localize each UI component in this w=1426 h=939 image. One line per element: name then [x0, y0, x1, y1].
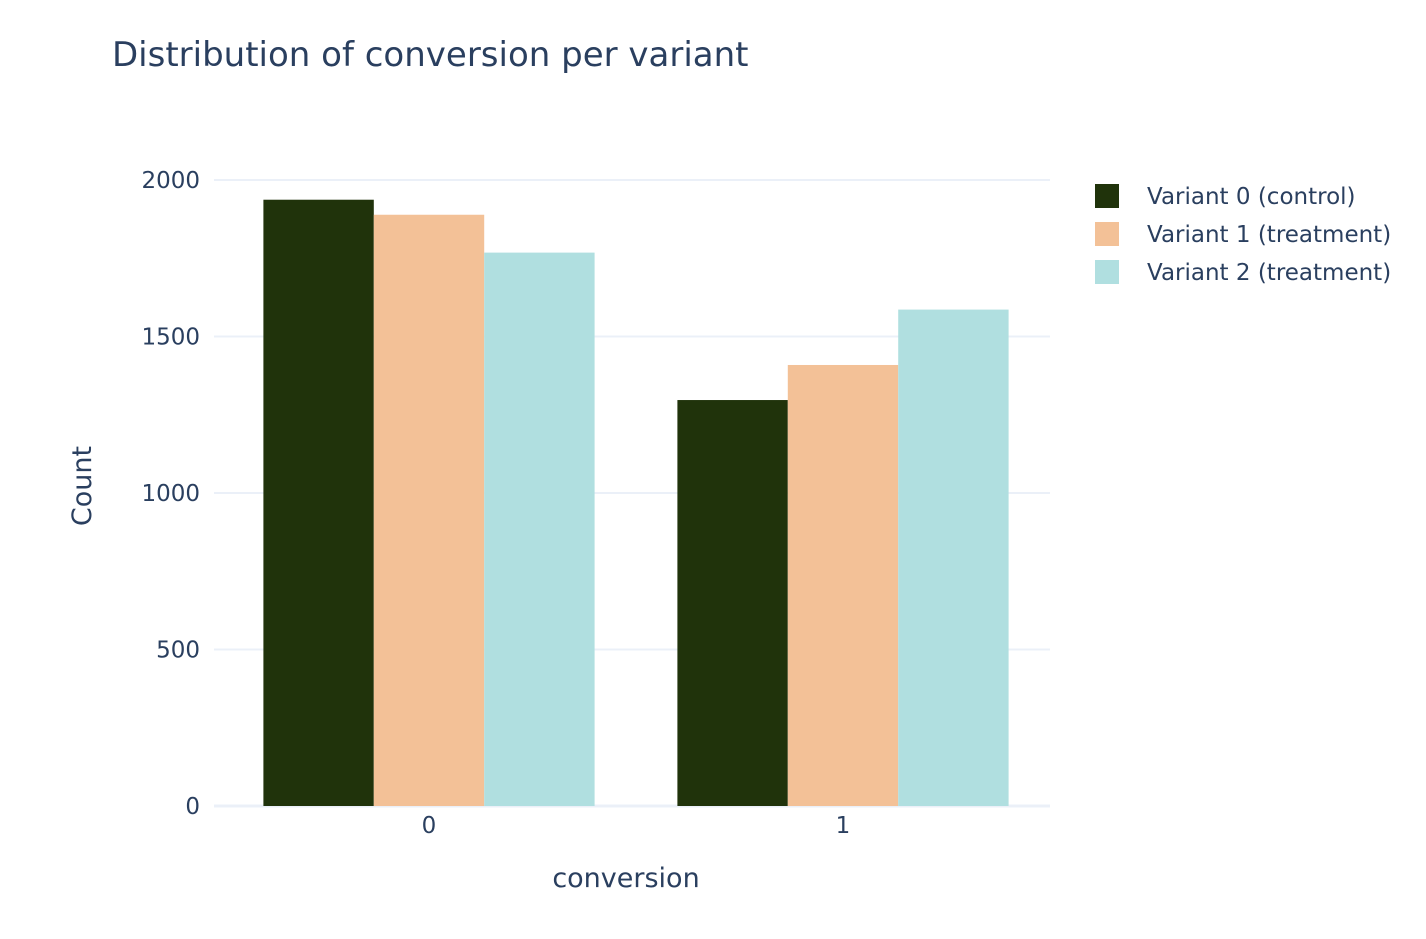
y-tick-label: 500	[156, 638, 200, 664]
legend-item-0[interactable]: Variant 0 (control)	[1095, 184, 1356, 210]
y-tick-label: 1000	[141, 481, 200, 507]
y-axis-title: Count	[67, 446, 98, 526]
bar-series0-cat1[interactable]	[677, 400, 788, 806]
y-tick-label: 2000	[141, 168, 200, 194]
legend-item-1[interactable]: Variant 1 (treatment)	[1095, 222, 1391, 248]
chart-title: Distribution of conversion per variant	[112, 35, 749, 75]
y-axis-ticks: 0 500 1000 1500 2000	[141, 168, 200, 820]
y-tick-label: 0	[185, 794, 200, 820]
legend-item-2[interactable]: Variant 2 (treatment)	[1095, 260, 1391, 286]
legend-swatch	[1095, 184, 1119, 208]
bars	[263, 199, 1009, 807]
legend-swatch	[1095, 260, 1119, 284]
bar-series1-cat0[interactable]	[373, 214, 485, 807]
x-tick-label: 0	[422, 813, 437, 839]
bar-series2-cat0[interactable]	[484, 252, 595, 807]
legend-swatch	[1095, 222, 1119, 246]
legend-label: Variant 0 (control)	[1147, 184, 1356, 210]
bar-series1-cat1[interactable]	[787, 364, 899, 806]
x-axis-title: conversion	[552, 863, 699, 894]
legend-label: Variant 1 (treatment)	[1147, 222, 1391, 248]
bar-series2-cat1[interactable]	[898, 309, 1009, 806]
legend-label: Variant 2 (treatment)	[1147, 260, 1391, 286]
y-tick-label: 1500	[141, 325, 200, 351]
bar-series0-cat0[interactable]	[263, 199, 374, 806]
x-tick-label: 1	[836, 813, 851, 839]
legend[interactable]: Variant 0 (control) Variant 1 (treatment)…	[1095, 184, 1391, 286]
